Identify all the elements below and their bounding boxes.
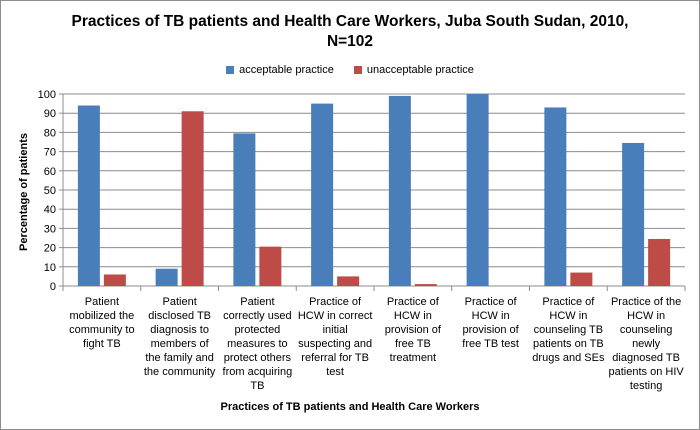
y-tick-label: 40 [44,204,56,216]
bar-acceptable [233,133,256,286]
bar-acceptable [466,94,489,286]
y-tick-label: 80 [44,127,56,139]
legend-label-acceptable: acceptable practice [239,64,334,76]
bar-unacceptable [259,246,282,286]
y-tick-label: 50 [44,185,56,197]
category-label: Practice of HCW in counseling TB patients o… [532,296,605,364]
bar-unacceptable [648,238,671,286]
bar-unacceptable [181,111,204,286]
category-label: Practice of HCW in provision of free TB trea… [384,296,441,364]
y-axis-title: Percentage of patients [18,133,30,251]
y-tick-label: 0 [50,281,56,293]
bar-acceptable [544,107,567,286]
y-tick-label: 100 [38,89,56,101]
bar-acceptable [77,105,100,287]
bar-acceptable [622,142,645,286]
legend-swatch-unacceptable [353,66,362,74]
category-label: Practice of the HCW in counseling newly diag… [608,296,684,392]
y-tick-label: 90 [44,108,56,120]
legend-item-acceptable: acceptable practice [226,64,334,76]
y-tick-label: 10 [44,262,56,274]
bar-unacceptable [414,284,437,286]
legend: acceptable practice unacceptable practic… [0,64,700,76]
chart-title: Practices of TB patients and Health Care… [0,12,700,52]
bar-unacceptable [570,272,593,286]
y-tick-label: 70 [44,147,56,159]
y-tick-label: 60 [44,166,56,178]
y-tick-label: 20 [44,243,56,255]
category-label: Patient correctly used protected measures t… [222,296,293,392]
bar-acceptable [311,103,334,286]
bar-acceptable [388,95,411,286]
category-label: Practice of HCW in correct initial suspecti… [297,296,373,378]
category-label: Patient disclosed TB diagnosis to members o… [143,296,216,378]
bar-unacceptable [337,276,360,286]
category-label: Practice of HCW in provision of free TB tes… [462,296,519,350]
bar-acceptable [155,268,178,286]
legend-item-unacceptable: unacceptable practice [353,64,474,76]
y-tick-label: 30 [44,223,56,235]
chart-title-line2: N=102 [326,33,374,50]
legend-label-unacceptable: unacceptable practice [366,64,474,76]
x-axis-title: Practices of TB patients and Health Care… [220,401,480,413]
bar-unacceptable [103,274,126,286]
legend-swatch-acceptable [226,66,235,74]
chart-title-line1: Practices of TB patients and Health Care… [71,13,629,30]
category-label: Patient mobilized the community to fight TB [69,296,135,350]
